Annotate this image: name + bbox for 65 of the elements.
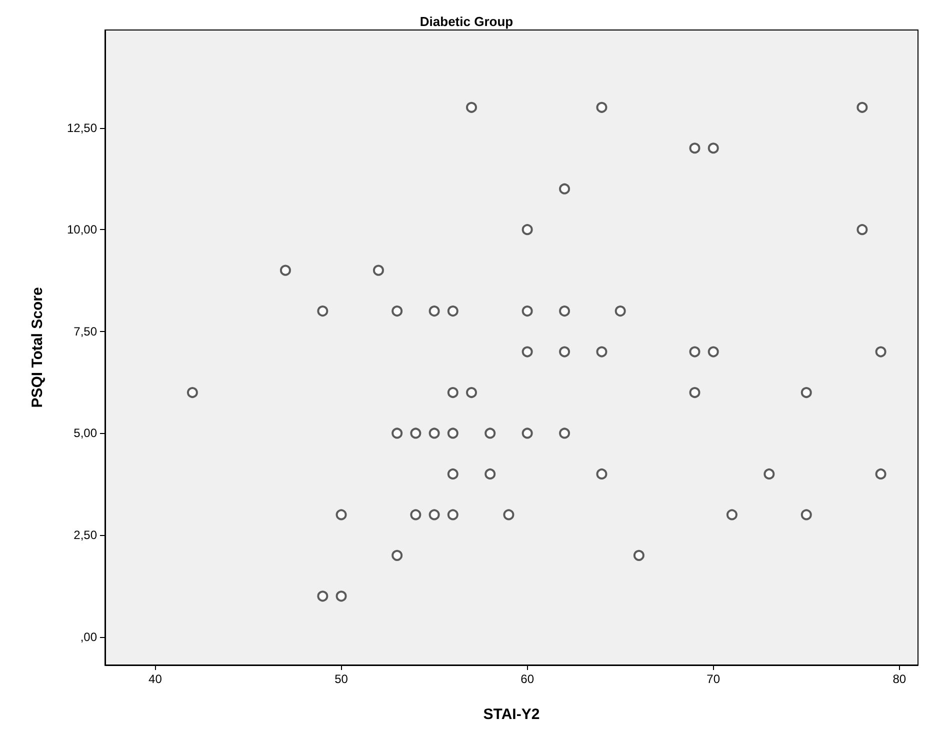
point [559,183,570,194]
x-tick-label: 50 [334,672,348,686]
y-tick-label: ,00 [80,630,98,644]
point [317,306,328,317]
point [708,346,719,358]
point [447,387,458,398]
x-tick-label: 40 [148,672,162,686]
y-tick-label: 5,00 [74,426,98,440]
point [392,550,403,561]
point [466,102,477,113]
point [410,428,422,439]
point [392,306,403,317]
point [875,468,886,480]
point [559,428,570,439]
point [522,428,533,439]
point [800,509,812,520]
y-tick-label: 2,50 [74,528,98,542]
point [522,346,533,358]
point [336,509,347,520]
y-tick-label: 7,50 [74,324,98,338]
point [596,102,608,113]
point [522,306,533,317]
point [317,590,328,602]
point [503,509,514,520]
point [447,306,458,317]
point [280,264,291,276]
point [856,102,868,113]
y-tick-label: 10,00 [66,222,98,237]
y-axis-title: PSQI Total Score [29,287,46,408]
point [484,428,496,439]
point [428,509,440,520]
point [392,428,403,439]
point [689,142,700,154]
point [875,346,886,358]
x-tick-label: 70 [706,672,720,686]
point [856,224,868,236]
point [596,346,608,358]
y-tick-label: 12,50 [66,120,98,135]
point [186,387,198,398]
point [614,306,626,317]
point [484,468,496,480]
point [689,346,700,358]
point [633,550,644,561]
point [447,509,458,520]
x-tick-label: 60 [520,672,534,686]
point [726,509,738,520]
point [428,428,440,439]
chart-title: Diabetic Group [420,14,514,29]
point [336,590,347,602]
point [708,142,719,154]
point [800,387,812,398]
point [447,468,458,480]
point [559,306,570,317]
point [689,387,700,398]
x-axis-title: STAI-Y2 [483,706,540,723]
point [428,306,440,317]
point [764,468,775,480]
point [447,428,458,439]
point [372,264,384,276]
point [596,468,608,480]
point [466,387,477,398]
point [410,509,422,520]
x-tick-label: 80 [892,672,906,686]
point [522,224,533,236]
point [559,346,570,358]
